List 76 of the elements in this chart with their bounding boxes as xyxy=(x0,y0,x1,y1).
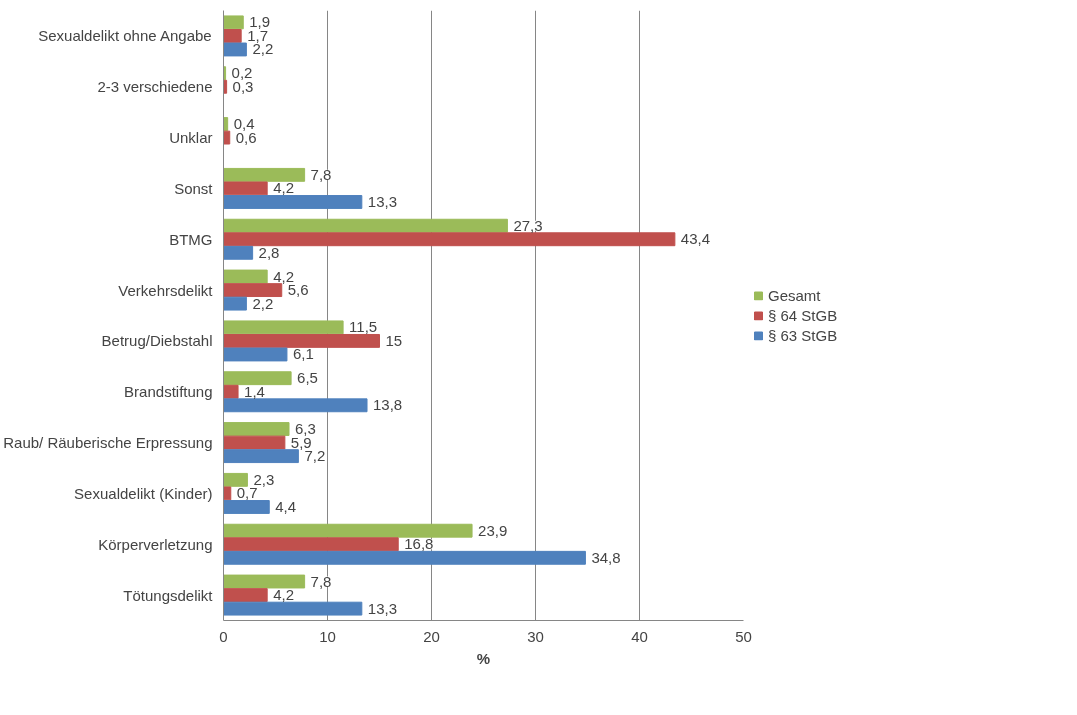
bar xyxy=(223,283,283,298)
x-tick-label: 30 xyxy=(527,627,544,645)
bar xyxy=(223,245,254,260)
legend-label: Gesamt xyxy=(768,286,821,304)
bar xyxy=(223,422,290,436)
data-label: 4,2 xyxy=(273,179,295,197)
data-label: 6,5 xyxy=(297,369,318,387)
data-label: 6,1 xyxy=(292,345,314,363)
data-label: 4,4 xyxy=(275,497,297,515)
data-label: 23,9 xyxy=(478,521,508,539)
data-label: 43,4 xyxy=(680,230,711,248)
bar xyxy=(223,333,380,348)
data-label: 2,8 xyxy=(258,243,280,261)
data-label: 11,5 xyxy=(349,318,378,336)
y-tick-label: Sexualdelikt (Kinder) xyxy=(74,484,213,502)
bar xyxy=(223,195,363,209)
bar xyxy=(223,269,268,284)
bar xyxy=(223,537,399,552)
y-tick-label: Raub/ Räuberische Erpressung xyxy=(3,434,213,452)
bar xyxy=(223,232,676,247)
bar xyxy=(223,398,368,413)
data-label: 7,8 xyxy=(310,165,332,183)
data-label: 7,8 xyxy=(310,572,332,590)
bar xyxy=(223,486,232,501)
y-tick-label: Tötungsdelikt xyxy=(123,586,214,604)
data-label: 13,8 xyxy=(373,396,403,414)
bar xyxy=(223,435,286,450)
x-tick-label: 0 xyxy=(219,627,228,645)
data-label: 34,8 xyxy=(591,548,621,566)
bar xyxy=(223,500,270,514)
data-label: 13,3 xyxy=(367,192,398,210)
bar xyxy=(223,15,244,30)
bar xyxy=(223,347,288,362)
y-tick-label: 2-3 verschiedene xyxy=(97,78,213,96)
bar xyxy=(223,588,268,603)
x-tick-label: 50 xyxy=(735,627,752,645)
data-label: 1,4 xyxy=(244,382,265,400)
data-label: 2,2 xyxy=(252,294,274,312)
bar xyxy=(223,130,231,145)
data-label: 15 xyxy=(385,331,403,349)
x-tick-label: 40 xyxy=(631,627,648,645)
y-tick-label: Betrug/Diebstahl xyxy=(101,332,213,350)
legend-label: § 63 StGB xyxy=(768,326,838,344)
y-tick-label: BTMG xyxy=(169,230,213,248)
bar xyxy=(223,371,292,386)
bar xyxy=(223,601,363,616)
data-label: 4,2 xyxy=(273,586,295,604)
bar xyxy=(223,384,239,399)
bar xyxy=(223,42,247,57)
bar xyxy=(223,449,299,464)
x-axis-title: % xyxy=(476,649,491,667)
data-label: 13,3 xyxy=(367,599,398,617)
bar xyxy=(223,574,306,589)
bar xyxy=(223,218,508,233)
y-tick-label: Verkehrsdelikt xyxy=(118,281,214,299)
data-label: 16,8 xyxy=(404,535,434,553)
bar xyxy=(223,296,247,311)
data-label: 7,2 xyxy=(304,447,326,465)
legend-label: § 64 StGB xyxy=(768,306,838,324)
x-tick-label: 20 xyxy=(423,627,440,645)
data-label: 6,3 xyxy=(295,420,316,438)
y-tick-label: Körperverletzung xyxy=(98,535,213,553)
y-tick-label: Brandstiftung xyxy=(124,383,213,401)
x-tick-label: 10 xyxy=(319,627,336,645)
y-tick-label: Sonst xyxy=(174,179,214,197)
bar xyxy=(223,320,344,335)
data-label: 0,4 xyxy=(233,115,255,133)
bar xyxy=(223,550,586,565)
data-label: 27,3 xyxy=(513,216,543,234)
bar xyxy=(223,28,242,43)
y-tick-label: Unklar xyxy=(169,129,213,147)
bar xyxy=(223,472,248,487)
bar xyxy=(223,523,473,538)
y-tick-label: Sexualdelikt ohne Angabe xyxy=(38,27,212,45)
bar xyxy=(223,167,306,182)
bar xyxy=(223,181,268,196)
